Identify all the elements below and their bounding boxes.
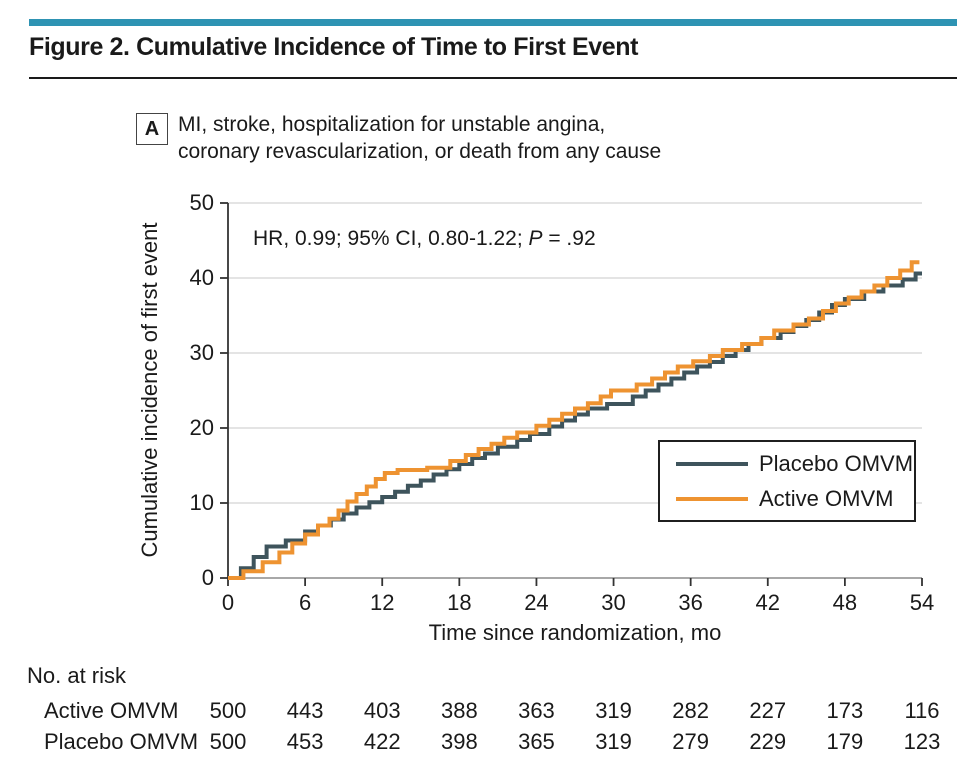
x-tick-label: 0 [221, 590, 235, 615]
y-tick-label: 30 [189, 340, 214, 365]
x-tick-label: 24 [524, 590, 549, 615]
hr-text: HR, 0.99; 95% CI, 0.80-1.22; [253, 227, 529, 250]
risk-count: 319 [595, 729, 632, 754]
legend-box: Placebo OMVM Active OMVM [658, 440, 916, 522]
x-tick-label: 54 [909, 590, 935, 615]
risk-count: 422 [363, 729, 401, 754]
y-tick-label: 50 [189, 190, 214, 215]
risk-count: 179 [826, 729, 864, 754]
x-tick-label: 30 [601, 590, 626, 615]
x-tick-label: 18 [447, 590, 472, 615]
figure-title: Figure 2. Cumulative Incidence of Time t… [29, 33, 639, 61]
p-italic: P [528, 227, 543, 250]
risk-count: 282 [672, 698, 710, 723]
placebo-line-swatch [676, 461, 748, 466]
hazard-ratio-annotation: HR, 0.99; 95% CI, 0.80-1.22; P = .92 [253, 227, 596, 251]
y-tick-label: 40 [189, 265, 214, 290]
title-divider [29, 77, 957, 79]
risk-count: 227 [749, 698, 787, 723]
x-tick-label: 48 [832, 590, 858, 615]
x-tick-label: 12 [369, 590, 395, 615]
x-tick-label: 36 [678, 590, 703, 615]
risk-count: 500 [209, 729, 247, 754]
legend-label-active: Active OMVM [759, 485, 894, 511]
risk-table-title: No. at risk [27, 663, 127, 688]
p-value: = .92 [542, 227, 596, 250]
risk-count: 443 [286, 698, 324, 723]
x-axis-title: Time since randomization, mo [428, 620, 722, 645]
risk-row-label: Active OMVM [44, 698, 179, 723]
risk-count: 123 [903, 729, 941, 754]
legend-label-placebo: Placebo OMVM [759, 450, 914, 476]
risk-count: 319 [595, 698, 632, 723]
risk-count: 229 [749, 729, 787, 754]
risk-count: 173 [826, 698, 864, 723]
panel-description: MI, stroke, hospitalization for unstable… [178, 113, 662, 163]
risk-count: 403 [363, 698, 401, 723]
y-tick-label: 10 [189, 490, 214, 515]
risk-count: 398 [440, 729, 478, 754]
panel-label: A [144, 117, 160, 140]
km-plot [220, 202, 923, 586]
panel-label-box: A [136, 113, 168, 145]
accent-bar [29, 19, 957, 26]
y-axis-title: Cumulative incidence of first event [137, 222, 162, 558]
risk-count: 365 [518, 729, 555, 754]
risk-count: 279 [672, 729, 710, 754]
legend-row-active: Active OMVM [676, 486, 914, 512]
risk-count: 116 [904, 698, 940, 723]
risk-row-label: Placebo OMVM [44, 729, 199, 754]
risk-count: 453 [286, 729, 324, 754]
legend-row-placebo: Placebo OMVM [676, 451, 914, 477]
risk-count: 500 [209, 698, 247, 723]
y-tick-label: 20 [189, 415, 214, 440]
active-line-swatch [676, 496, 748, 501]
risk-count: 363 [518, 698, 555, 723]
x-tick-label: 6 [298, 590, 312, 615]
risk-count: 388 [440, 698, 478, 723]
active-omvm-curve [228, 260, 920, 580]
x-tick-label: 42 [755, 590, 780, 615]
y-tick-label: 0 [201, 565, 214, 590]
